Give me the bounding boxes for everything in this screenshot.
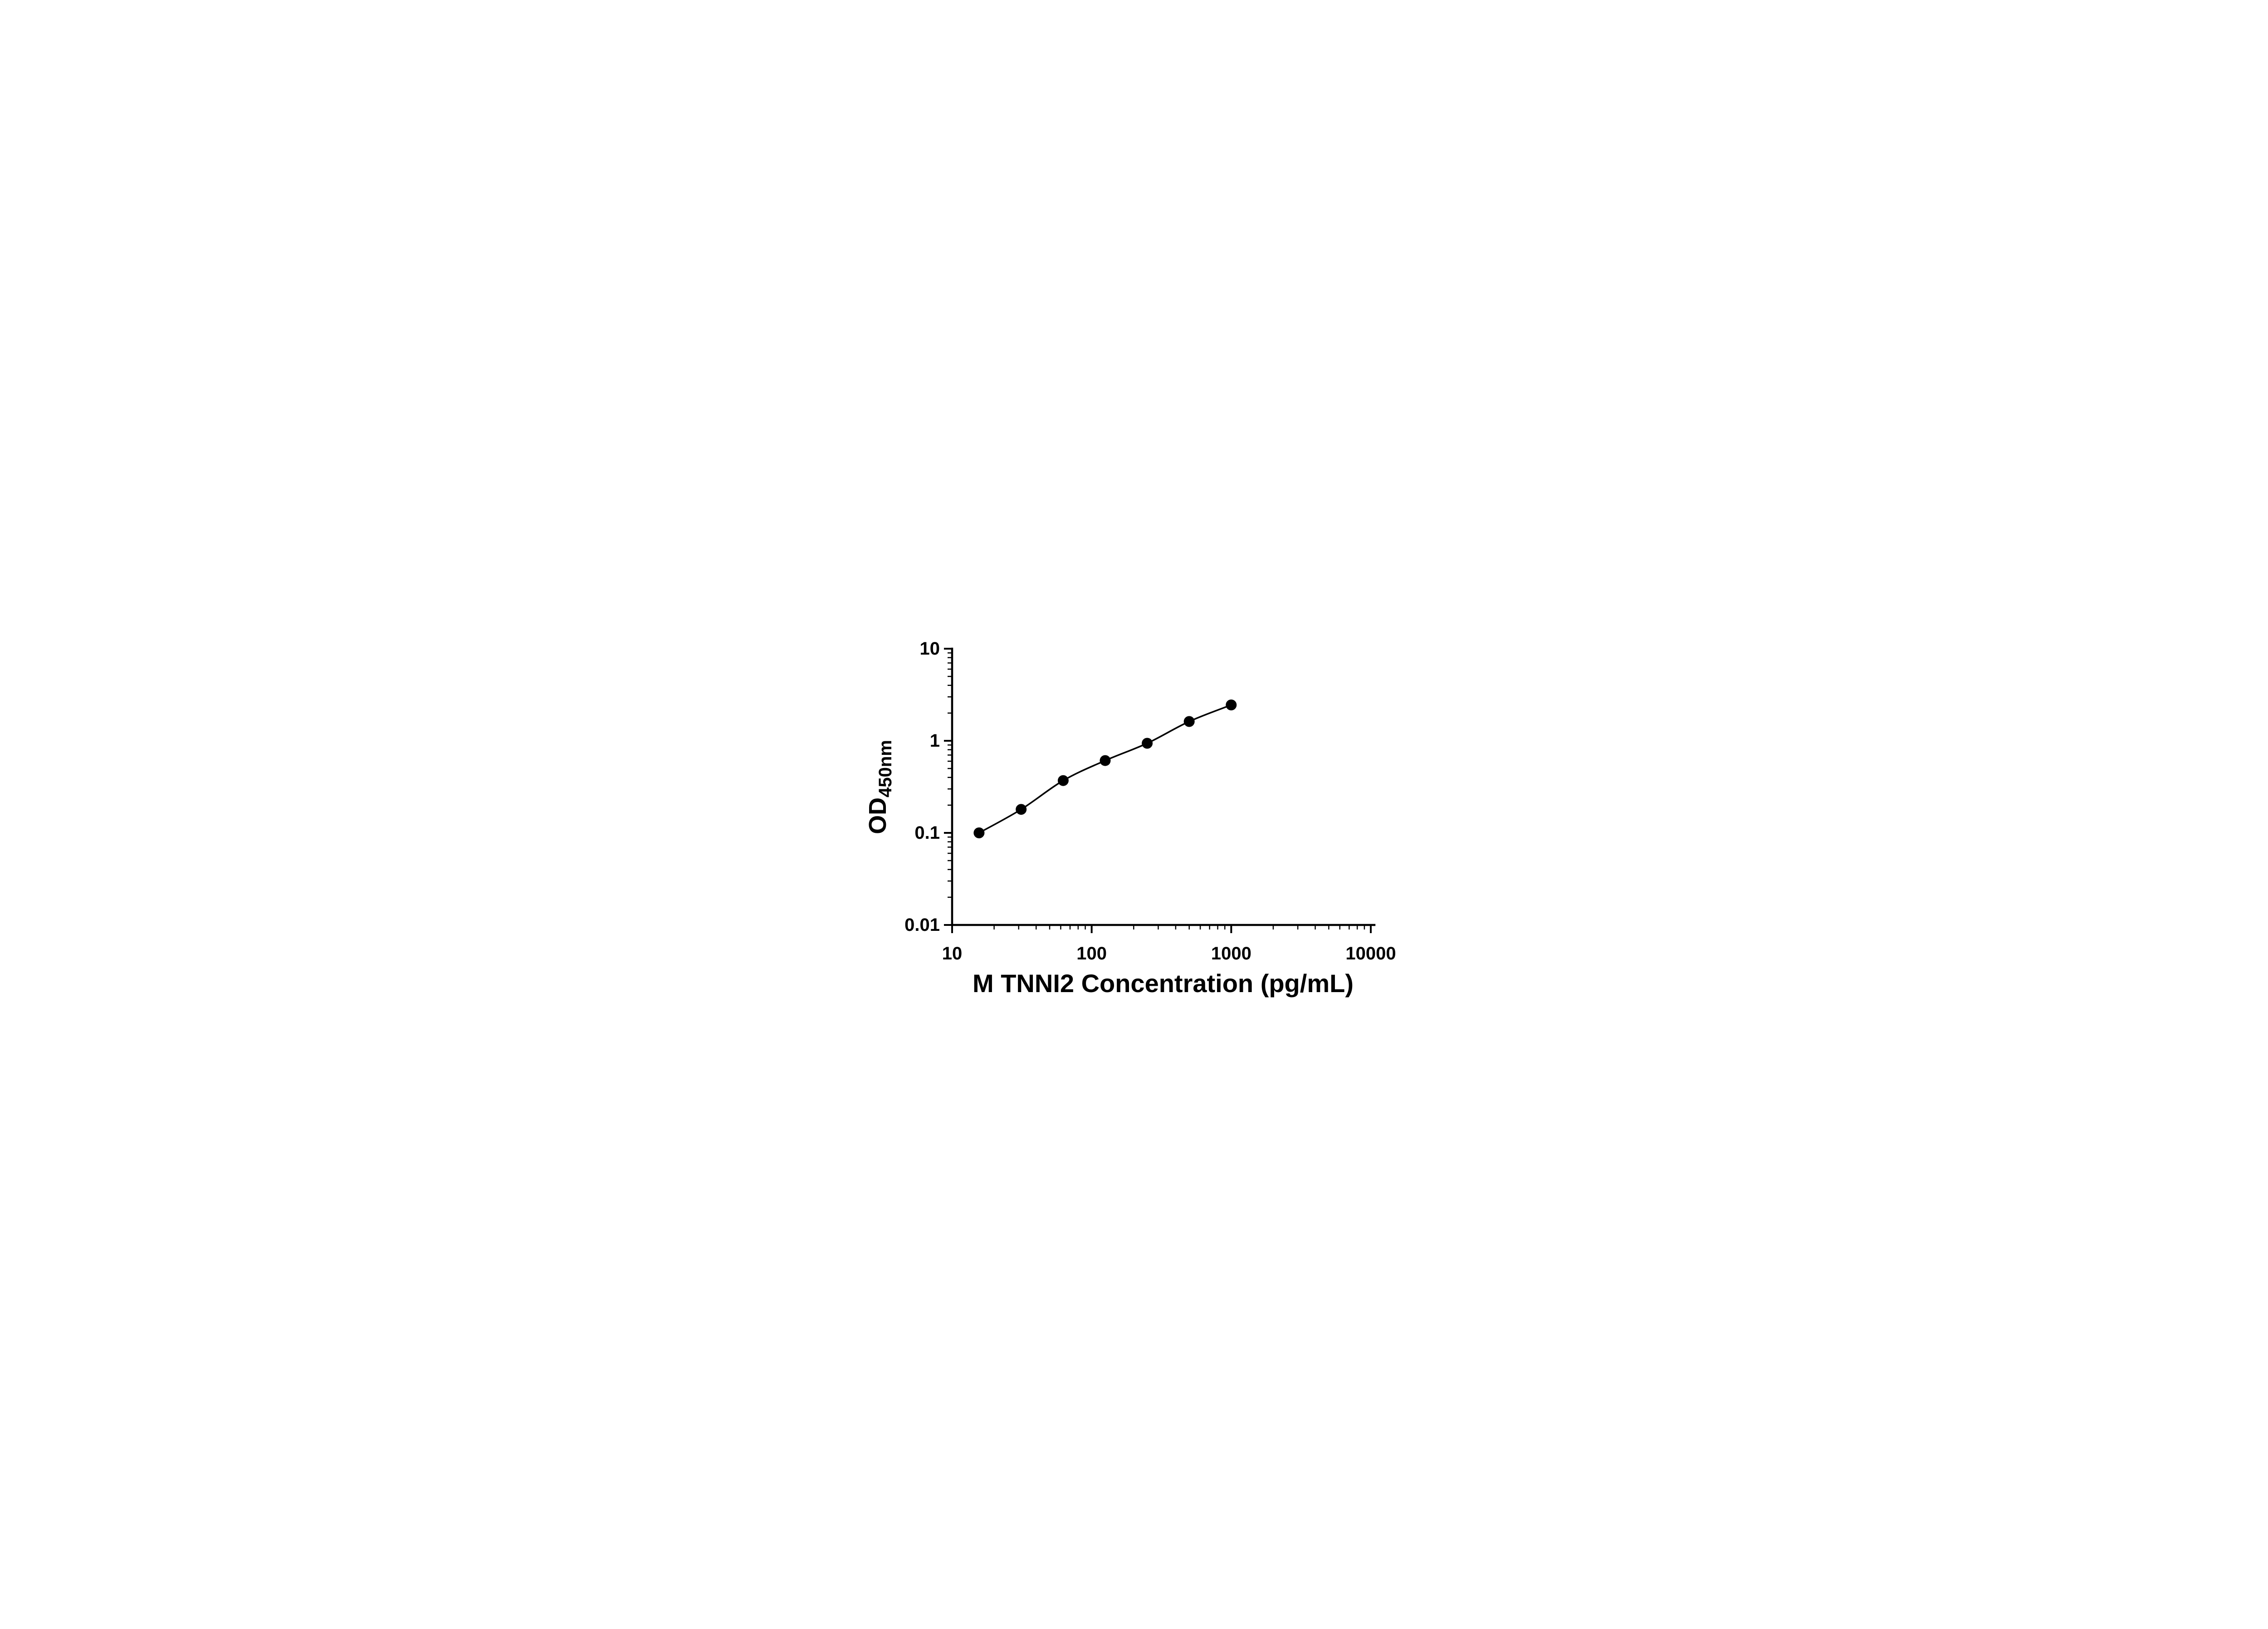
y-axis-tick-label: 10 (919, 639, 940, 659)
plot-area: 10 100 1000 10000 0.01 0.1 1 10 M TNNI2 Concent… (864, 639, 1396, 998)
x-axis-tick-label: 100 (1076, 944, 1107, 964)
x-axis-tick-label: 10 (942, 944, 962, 964)
data-point (1057, 775, 1069, 786)
axes-layer: 10 100 1000 10000 0.01 0.1 1 10 (904, 639, 1396, 964)
x-axis-title: M TNNI2 Concentration (pg/mL) (973, 969, 1354, 998)
data-point (1183, 716, 1195, 727)
y-axis-title: OD450nm (864, 740, 895, 834)
data-point (1225, 699, 1237, 710)
x-axis-tick-label: 10000 (1345, 944, 1396, 964)
data-point (1141, 738, 1153, 748)
y-axis-title-subscript: 450nm (875, 740, 895, 797)
y-axis-tick-label: 0.1 (914, 823, 940, 843)
axis-spine (951, 647, 1375, 926)
data-point (973, 827, 984, 838)
data-point (1015, 803, 1026, 815)
y-axis-title-main: OD (864, 797, 891, 834)
x-axis-tick-label: 1000 (1211, 944, 1251, 964)
y-axis-tick-label: 0.01 (904, 915, 940, 935)
data-point (1100, 755, 1110, 766)
elisa-standard-curve-chart: 10 100 1000 10000 0.01 0.1 1 10 M TNNI2 Concent… (843, 611, 1426, 1018)
data-series-layer (973, 699, 1237, 838)
y-axis-tick-label: 1 (929, 731, 939, 751)
